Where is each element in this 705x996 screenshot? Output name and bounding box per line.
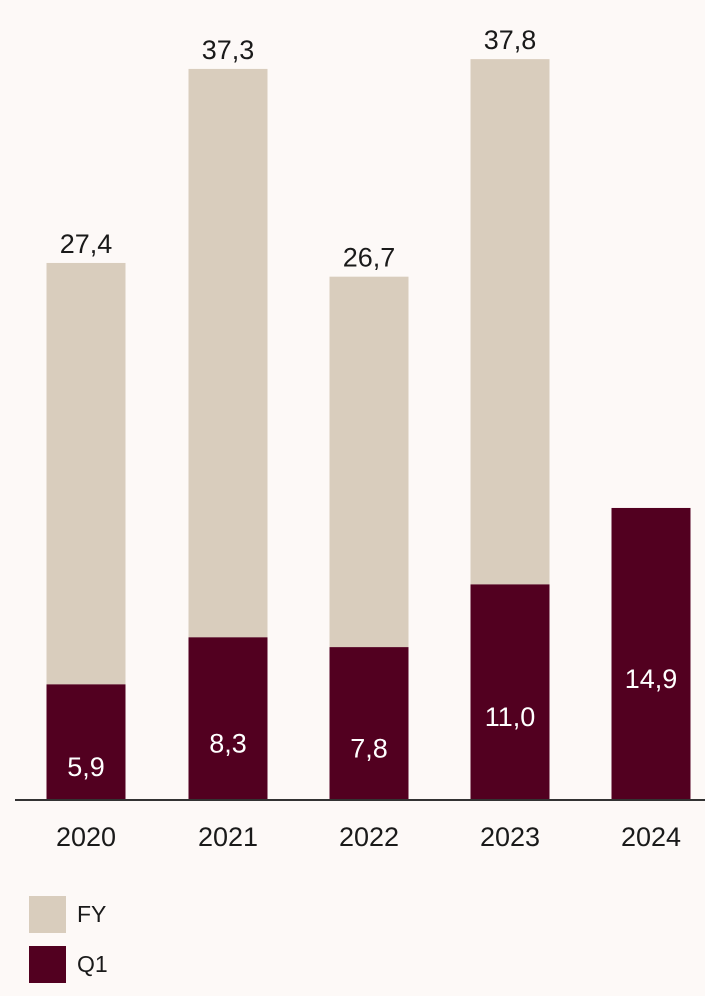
bar-fy-2022: [329, 276, 409, 648]
data-label-q1-2023: 11,0: [485, 702, 536, 732]
bar-q1-2020: [46, 684, 126, 800]
stacked-bar-chart: 5,9 27,4 2020 8,3 37,3 2021 7,8 26,7 2022 11,0 37,…: [15, 25, 705, 852]
x-tick-label-2020: 2020: [56, 822, 116, 852]
bar-q1-2022: [329, 647, 409, 800]
x-tick-label-2022: 2022: [339, 822, 399, 852]
bar-fy-2023: [470, 59, 550, 585]
data-label-q1-2021: 8,3: [209, 729, 247, 759]
x-tick-label-2021: 2021: [198, 822, 258, 852]
data-label-total-2020: 27,4: [60, 229, 113, 259]
bar-q1-2024: [611, 507, 691, 800]
data-label-q1-2020: 5,9: [67, 752, 105, 782]
bar-q1-2021: [188, 637, 268, 800]
data-label-total-2021: 37,3: [202, 35, 255, 65]
legend-label-q1: Q1: [77, 950, 108, 977]
data-label-q1-2024: 14,9: [625, 664, 678, 694]
bar-fy-2020: [46, 262, 126, 685]
x-tick-label-2024: 2024: [621, 822, 681, 852]
data-label-q1-2022: 7,8: [350, 734, 388, 764]
data-label-total-2022: 26,7: [343, 243, 396, 273]
data-label-total-2023: 37,8: [484, 25, 537, 55]
legend-swatch-q1: [29, 945, 66, 983]
bar-q1-2023: [470, 584, 550, 800]
x-tick-label-2023: 2023: [480, 822, 540, 852]
legend-item-q1: Q1: [29, 945, 108, 983]
bar-fy-2021: [188, 68, 268, 638]
legend-item-fy: FY: [29, 895, 108, 933]
legend-label-fy: FY: [77, 900, 107, 927]
legend-swatch-fy: [29, 895, 66, 933]
legend: FY Q1: [29, 895, 108, 996]
